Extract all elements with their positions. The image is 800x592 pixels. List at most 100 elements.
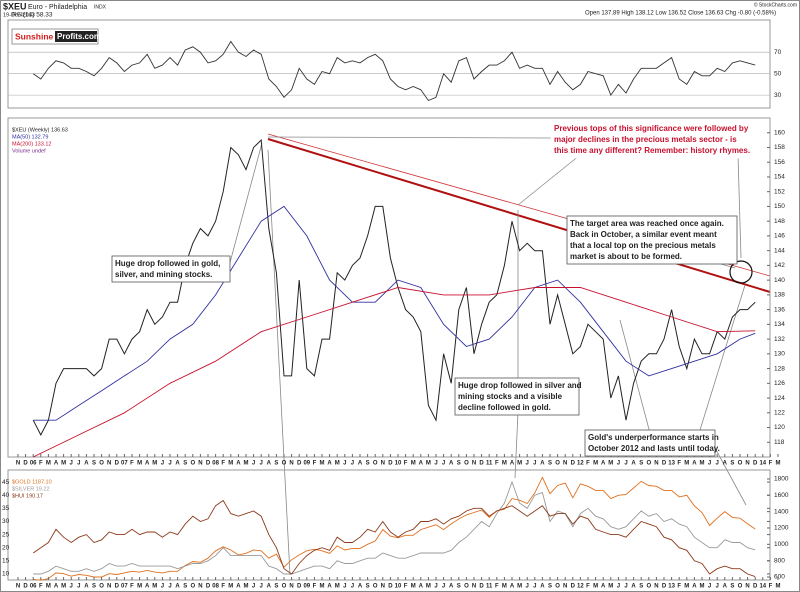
x-tick-label: M: [608, 461, 613, 467]
x-tick-label: O: [738, 461, 743, 467]
x-tick-label: D: [388, 461, 393, 467]
x-tick-label: S: [183, 461, 187, 467]
x-tick-label: J: [708, 584, 711, 590]
annotation-box: [550, 120, 746, 159]
x-tick-label: N: [107, 461, 111, 467]
y2-tick-label: 1000: [774, 541, 789, 548]
symbol: $XEU: [3, 1, 27, 11]
annotation: The target area was reached once again. B…: [566, 215, 738, 265]
x-tick-label: M: [517, 584, 522, 590]
x-tick-label: J: [434, 461, 437, 467]
target-circle: [729, 260, 753, 284]
x-tick-label: A: [692, 461, 697, 467]
x-tick-label: A: [419, 461, 424, 467]
x-tick-label: M: [137, 584, 142, 590]
x-tick-label: 10: [395, 461, 402, 467]
y-tick-label: 20: [2, 544, 10, 551]
logo-sunshine: Sunshine: [15, 31, 54, 41]
x-tick-label: S: [639, 584, 643, 590]
x-tick-label: A: [84, 584, 89, 590]
x-tick-label: J: [526, 461, 529, 467]
x-tick-label: 13: [668, 584, 675, 590]
x-tick-label: S: [457, 584, 461, 590]
x-tick-label: S: [274, 461, 278, 467]
y-tick-label: 148: [774, 218, 785, 225]
x-tick-label: A: [631, 461, 636, 467]
x-tick-label: D: [297, 461, 302, 467]
x-tick-label: 07: [121, 461, 128, 467]
annotation-text: Huge drop followed in gold,: [115, 259, 220, 268]
x-tick-label: O: [738, 584, 743, 590]
x-tick-label: A: [723, 461, 728, 467]
y-tick-label: 126: [774, 380, 785, 387]
x-tick-label: M: [61, 584, 66, 590]
x-tick-label: D: [662, 461, 667, 467]
x-tick-label: M: [426, 584, 431, 590]
x-tick-label: A: [175, 584, 180, 590]
x-tick-label: F: [586, 461, 590, 467]
x-tick-label: A: [449, 461, 454, 467]
x-tick-label: 06: [30, 584, 37, 590]
y-tick-label: 25: [2, 531, 10, 538]
x-tick-label: N: [289, 461, 293, 467]
legend-entry: Volume undef: [12, 148, 46, 154]
x-tick-label: A: [145, 584, 150, 590]
x-tick-label: N: [198, 584, 202, 590]
x-tick-label: J: [351, 461, 354, 467]
x-tick-label: 14: [759, 461, 766, 467]
x-tick-label: N: [16, 461, 20, 467]
annotation: Huge drop followed in silver and mining s…: [454, 377, 582, 416]
series-line: [33, 287, 756, 458]
x-tick-label: S: [457, 461, 461, 467]
x-tick-label: J: [351, 584, 354, 590]
x-tick-label: O: [282, 584, 287, 590]
x-tick-label: M: [46, 461, 51, 467]
x-tick-label: S: [730, 461, 734, 467]
x-tick-label: M: [426, 461, 431, 467]
y-tick-label: 150: [774, 203, 785, 210]
x-tick-label: J: [343, 461, 346, 467]
panel-title: RSI(14) 58.33: [12, 12, 53, 19]
series-line: [33, 476, 756, 581]
x-tick-label: A: [84, 461, 89, 467]
x-tick-label: A: [145, 461, 150, 467]
x-tick-label: J: [343, 584, 346, 590]
date: 19-Dec-2013: [3, 12, 35, 18]
x-tick-label: N: [563, 461, 567, 467]
x-tick-label: D: [206, 461, 211, 467]
x-tick-label: F: [404, 461, 408, 467]
legend-entry: $HUI 190.17: [12, 493, 43, 499]
x-tick-label: A: [631, 584, 636, 590]
x-tick-label: A: [54, 584, 59, 590]
x-tick-label: J: [260, 584, 263, 590]
x-tick-label: J: [617, 584, 620, 590]
y-tick-label: 35: [2, 505, 10, 512]
y2-tick-label: 800: [774, 557, 785, 564]
x-tick-label: M: [46, 584, 51, 590]
y-tick-label: 142: [774, 262, 785, 269]
y2-tick-label: 1600: [774, 492, 789, 499]
x-tick-label: J: [716, 461, 719, 467]
x-tick-label: N: [381, 461, 385, 467]
x-tick-label: M: [776, 584, 781, 590]
y-tick-label: 154: [774, 174, 785, 181]
annotation-text: Previous tops of this significance were …: [554, 124, 749, 133]
annotation: Previous tops of this significance were …: [550, 120, 750, 159]
x-tick-label: A: [175, 461, 180, 467]
legend-entry: $SILVER 19.22: [12, 486, 50, 492]
x-tick-label: N: [107, 584, 111, 590]
x-tick-label: F: [313, 461, 317, 467]
x-tick-label: M: [593, 461, 598, 467]
x-tick-label: N: [289, 584, 293, 590]
x-tick-label: A: [419, 584, 424, 590]
annotation-text: major declines in the precious metals se…: [554, 135, 737, 144]
annotation-text: market is about to be formed.: [570, 252, 682, 261]
x-tick-label: J: [434, 584, 437, 590]
x-tick-label: J: [617, 461, 620, 467]
x-tick-label: J: [526, 584, 529, 590]
x-tick-label: N: [654, 461, 658, 467]
x-tick-label: 14: [759, 584, 766, 590]
panel: [7, 19, 771, 109]
